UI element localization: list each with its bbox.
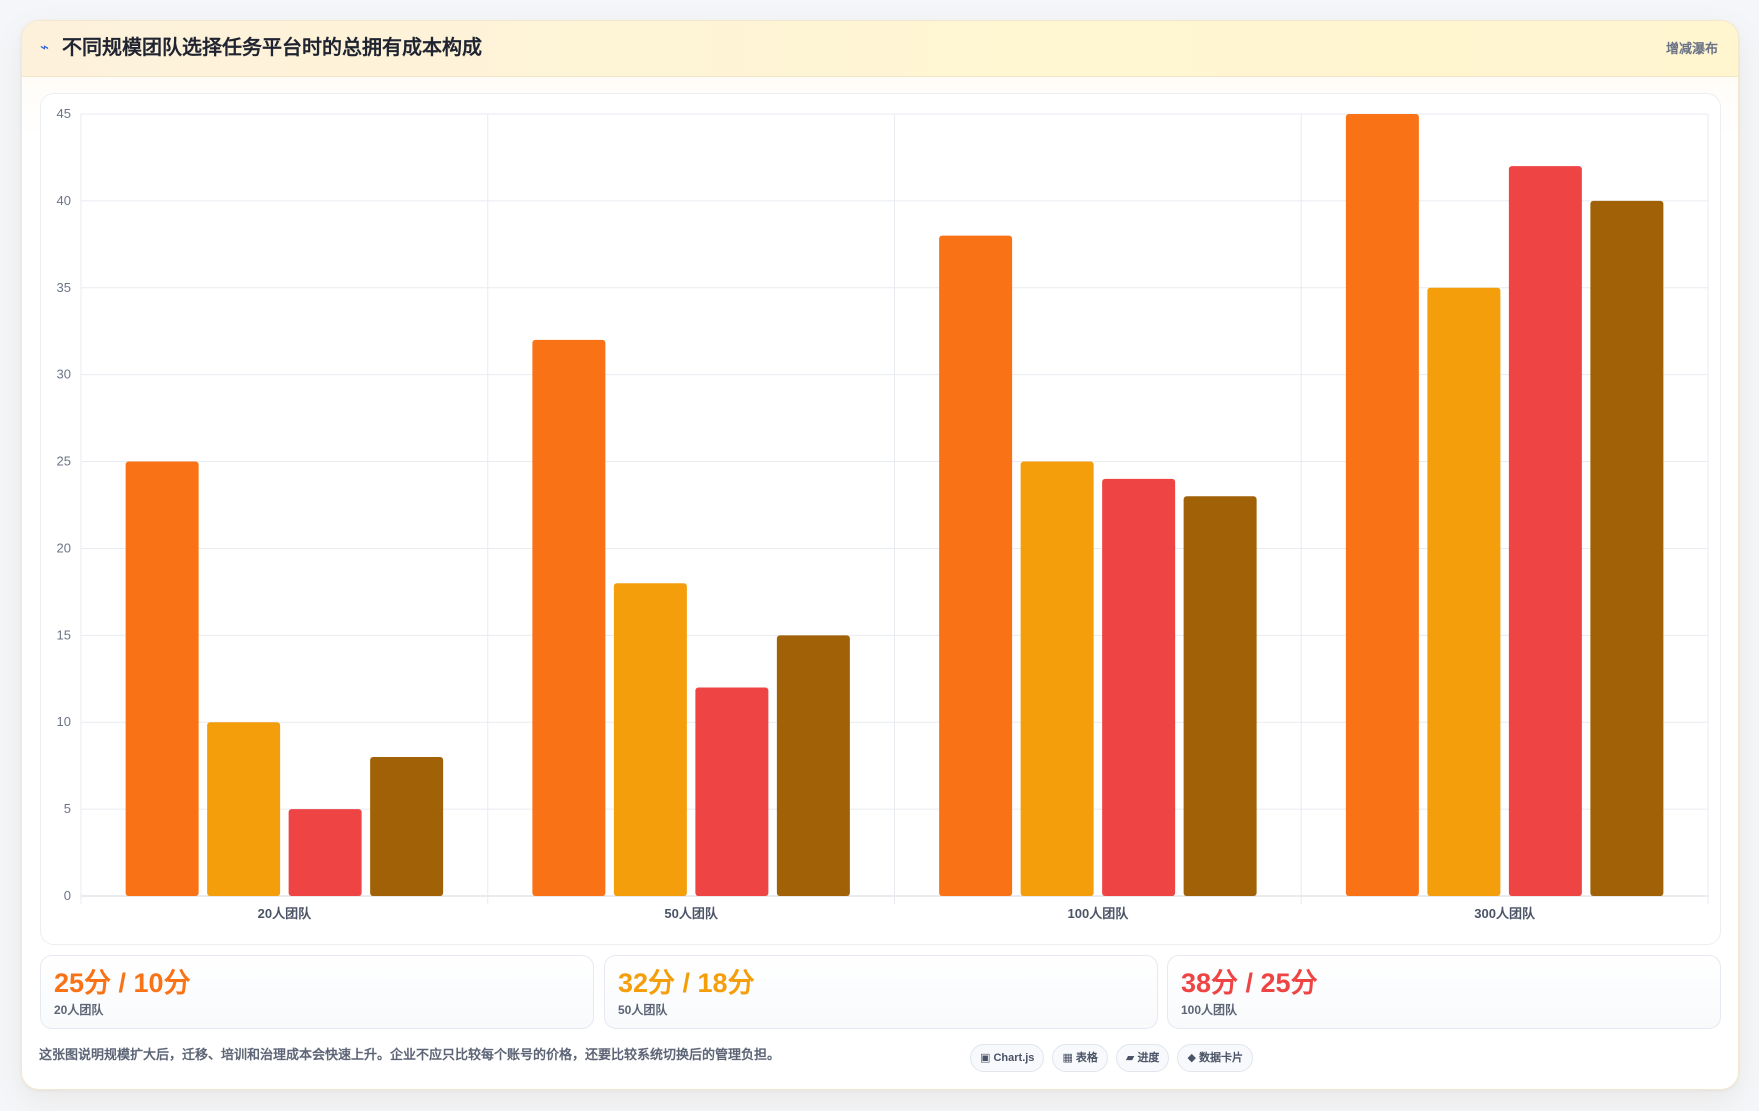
table-grid-icon: ▦ — [1062, 1052, 1073, 1064]
x-tick-label: 20人团队 — [258, 906, 312, 921]
trend-zigzag-icon: ⌁ — [40, 39, 50, 56]
chart-type-badge: 增减瀑布 — [1665, 41, 1718, 56]
y-tick-label: 10 — [57, 714, 71, 729]
y-tick-label: 0 — [64, 888, 71, 903]
chart-panel: 0 5 10 15 20 25 30 35 40 45 20人团队 50人团队 100人团队 300人团队 — [40, 93, 1721, 945]
chip-chartjs[interactable]: ▣ Chart.js — [970, 1044, 1045, 1072]
chip-label-table: 表格 — [1075, 1052, 1098, 1064]
y-tick-label: 20 — [57, 540, 71, 555]
feature-chips: ▣ Chart.js ▦ 表格 ▰ 进度 ◆ 数据卡片 — [970, 1044, 1253, 1072]
y-tick-label: 45 — [57, 106, 71, 121]
bar — [695, 687, 769, 896]
card-header: ⌁ 不同规模团队选择任务平台时的总拥有成本构成 增减瀑布 — [22, 21, 1738, 77]
stat-label-1: 20人团队 — [54, 1003, 104, 1017]
bar — [1020, 461, 1094, 896]
progress-icon: ▰ — [1125, 1052, 1135, 1064]
stat-label-3: 100人团队 — [1181, 1003, 1238, 1017]
chip-label-progress: 进度 — [1137, 1052, 1160, 1064]
bar — [1345, 114, 1419, 896]
chip-label-data-card: 数据卡片 — [1198, 1052, 1243, 1064]
stat-label-2: 50人团队 — [618, 1003, 668, 1017]
y-tick-label: 30 — [57, 367, 71, 382]
chip-progress[interactable]: ▰ 进度 — [1115, 1044, 1170, 1072]
y-tick-label: 40 — [57, 193, 71, 208]
bar — [1427, 287, 1501, 896]
chip-label-chartjs: Chart.js — [993, 1052, 1035, 1064]
stat-card-1: 25分 / 10分 20人团队 — [40, 955, 594, 1029]
chip-table[interactable]: ▦ 表格 — [1052, 1044, 1108, 1072]
chart-card: ⌁ 不同规模团队选择任务平台时的总拥有成本构成 增减瀑布 0 5 10 15 20 25 3… — [21, 20, 1739, 1090]
stat-card-2: 32分 / 18分 50人团队 — [604, 955, 1158, 1029]
bar — [1102, 478, 1176, 896]
data-card-icon: ◆ — [1187, 1052, 1196, 1064]
bar — [1183, 496, 1257, 896]
stat-value-2: 32分 / 18分 — [618, 968, 755, 998]
bar — [1590, 200, 1664, 896]
stat-value-1: 25分 / 10分 — [54, 968, 191, 998]
x-tick-label: 100人团队 — [1068, 906, 1130, 921]
y-tick-label: 15 — [57, 627, 71, 642]
stat-card-3: 38分 / 25分 100人团队 — [1167, 955, 1721, 1029]
bar — [532, 339, 606, 896]
bar — [207, 722, 281, 896]
bar — [1508, 166, 1582, 897]
bar — [370, 756, 444, 896]
bar — [125, 461, 199, 896]
bar — [939, 235, 1013, 897]
bar-chart: 0 5 10 15 20 25 30 35 40 45 20人团队 50人团队 100人团队 300人团队 — [57, 106, 1709, 921]
y-tick-label: 35 — [57, 280, 71, 295]
chart-square-icon: ▣ — [980, 1052, 991, 1064]
bar — [776, 635, 850, 896]
chip-data-card[interactable]: ◆ 数据卡片 — [1177, 1044, 1253, 1072]
x-tick-label: 300人团队 — [1474, 906, 1536, 921]
bar — [288, 809, 362, 896]
x-tick-label: 50人团队 — [664, 906, 718, 921]
stat-value-3: 38分 / 25分 — [1181, 968, 1318, 998]
footer-note: 这张图说明规模扩大后，迁移、培训和治理成本会快速上升。企业不应只比较每个账号的价… — [39, 1047, 781, 1062]
bar — [613, 583, 687, 896]
chart-title: 不同规模团队选择任务平台时的总拥有成本构成 — [62, 37, 482, 59]
stat-cards: 25分 / 10分 20人团队 32分 / 18分 50人团队 38分 / 25… — [40, 955, 1721, 1029]
y-tick-label: 25 — [57, 454, 71, 469]
y-tick-label: 5 — [64, 801, 71, 816]
